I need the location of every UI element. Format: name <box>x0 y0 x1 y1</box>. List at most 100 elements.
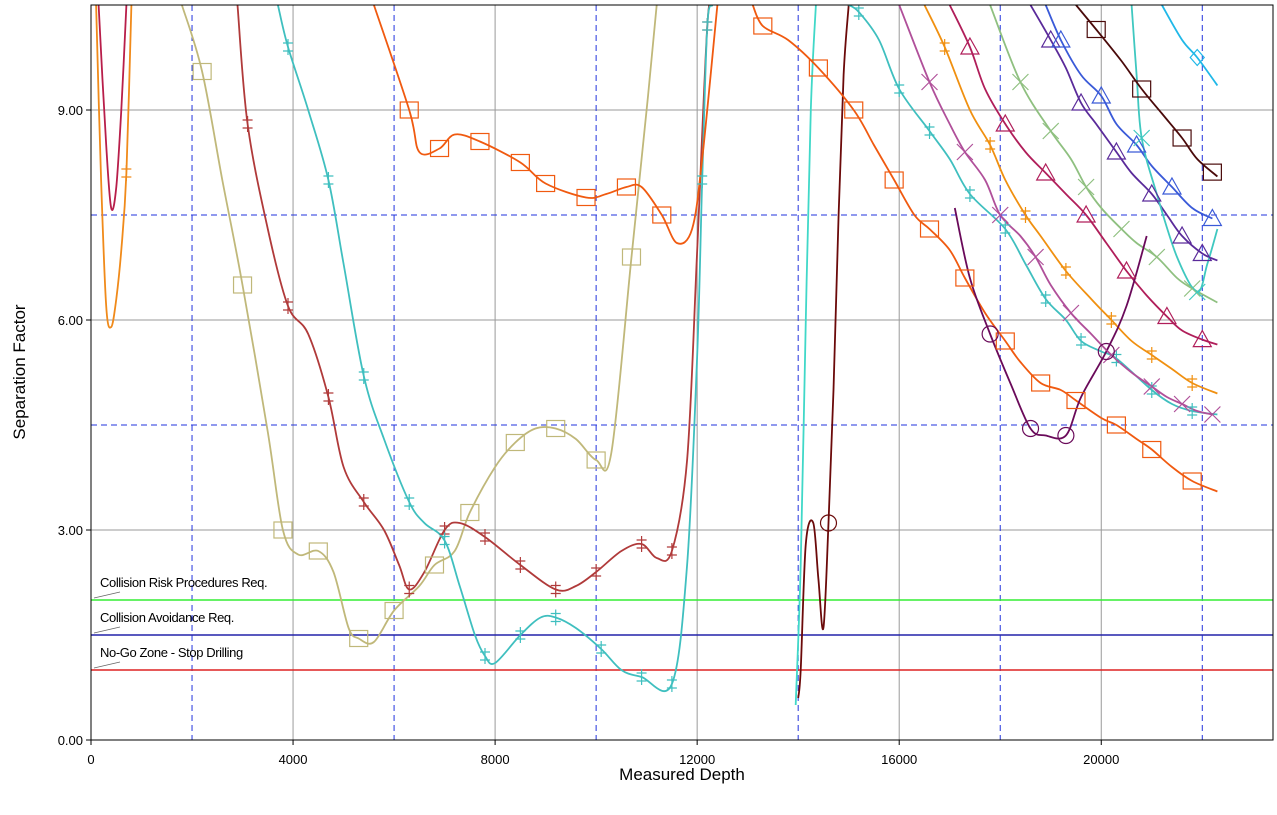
x-tick-label: 0 <box>87 752 94 767</box>
marker-square <box>1132 80 1152 98</box>
marker-square <box>652 206 672 224</box>
marker-square <box>576 188 596 207</box>
marker-cross <box>1188 283 1206 301</box>
marker-square <box>1182 472 1202 490</box>
marker-square <box>621 248 642 266</box>
y-tick-label: 3.00 <box>58 523 83 538</box>
marker-square <box>399 101 419 119</box>
marker-triangle <box>1040 29 1061 48</box>
marker-square <box>424 556 445 574</box>
y-axis-title: Separation Factor <box>10 304 29 439</box>
series-line <box>181 5 658 645</box>
marker-square <box>536 174 556 193</box>
marker-plus <box>697 172 708 188</box>
marker-square <box>192 62 212 81</box>
marker-plus <box>515 627 526 643</box>
marker-plus <box>404 581 415 598</box>
marker-circle <box>981 325 999 343</box>
marker-circle <box>819 514 838 532</box>
marker-cross <box>1173 395 1191 413</box>
marker-plus <box>404 494 415 510</box>
x-tick-label: 20000 <box>1083 752 1119 767</box>
limit-label-leader <box>93 626 121 634</box>
marker-plus <box>1000 221 1011 237</box>
marker-square <box>995 332 1015 350</box>
marker-triangle <box>1161 176 1182 195</box>
x-axis-title: Measured Depth <box>619 765 745 784</box>
marker-cross <box>1102 346 1120 364</box>
marker-cross <box>1148 248 1166 266</box>
marker-cross <box>1077 178 1095 196</box>
x-tick-label: 4000 <box>279 752 308 767</box>
marker-plus <box>358 368 369 384</box>
series-line <box>953 207 1148 440</box>
marker-plus <box>283 39 293 55</box>
series-line <box>797 5 850 699</box>
marker-triangle <box>1035 162 1056 181</box>
marker-plus <box>596 641 607 657</box>
marker-square <box>1142 440 1162 459</box>
marker-square <box>505 433 525 452</box>
marker-plus <box>894 81 905 97</box>
marker-circle <box>1057 426 1075 445</box>
marker-plus <box>591 564 602 580</box>
marker-plus <box>702 18 713 34</box>
series-line <box>1075 5 1218 178</box>
limit-label: Collision Avoidance Req. <box>100 610 234 625</box>
marker-plus <box>323 389 334 405</box>
marker-plus <box>550 581 561 598</box>
marker-cross <box>991 206 1009 224</box>
marker-cross <box>1133 129 1151 147</box>
y-tick-label: 6.00 <box>58 313 83 328</box>
marker-triangle <box>1141 183 1162 202</box>
series-line <box>794 5 817 706</box>
marker-diamond <box>1189 48 1206 67</box>
marker-triangle <box>1050 29 1071 48</box>
marker-triangle <box>1106 141 1127 160</box>
plot-frame <box>90 4 1274 741</box>
marker-triangle <box>1091 85 1112 104</box>
marker-plus <box>939 39 950 55</box>
marker-plus <box>1020 207 1031 223</box>
marker-plus <box>515 557 526 573</box>
limit-label-leader <box>93 661 121 669</box>
marker-triangle <box>1192 243 1213 262</box>
marker-plus <box>666 676 677 692</box>
marker-cross <box>1113 220 1130 238</box>
marker-square <box>510 153 530 172</box>
marker-triangle <box>1192 329 1213 348</box>
marker-plus <box>358 494 369 510</box>
marker-square <box>1106 416 1127 434</box>
series-line <box>97 5 128 211</box>
marker-square <box>384 601 404 620</box>
marker-plus <box>666 543 677 559</box>
limit-label: No-Go Zone - Stop Drilling <box>100 645 243 660</box>
marker-cross <box>1203 406 1221 423</box>
y-tick-label: 0.00 <box>58 733 83 748</box>
marker-square <box>1066 391 1086 410</box>
marker-square <box>586 451 606 469</box>
marker-square <box>1172 129 1192 147</box>
markers-group <box>121 5 1223 692</box>
marker-plus <box>985 137 996 153</box>
marker-square <box>955 269 975 287</box>
series-line <box>898 5 1213 416</box>
marker-square <box>1086 20 1106 39</box>
marker-plus <box>1106 312 1117 328</box>
marker-cross <box>1027 248 1045 266</box>
series-line <box>1029 5 1218 262</box>
marker-plus <box>242 116 253 132</box>
marker-plus <box>550 609 561 626</box>
marker-square <box>546 419 566 438</box>
marker-cross <box>921 73 938 91</box>
marker-triangle <box>959 36 980 55</box>
marker-square <box>273 521 293 539</box>
marker-square <box>470 132 490 151</box>
marker-triangle <box>1156 306 1177 325</box>
marker-plus <box>1146 347 1157 363</box>
marker-plus <box>636 669 647 685</box>
series-line <box>277 5 714 693</box>
marker-square <box>232 276 253 294</box>
marker-triangle <box>1172 225 1193 244</box>
